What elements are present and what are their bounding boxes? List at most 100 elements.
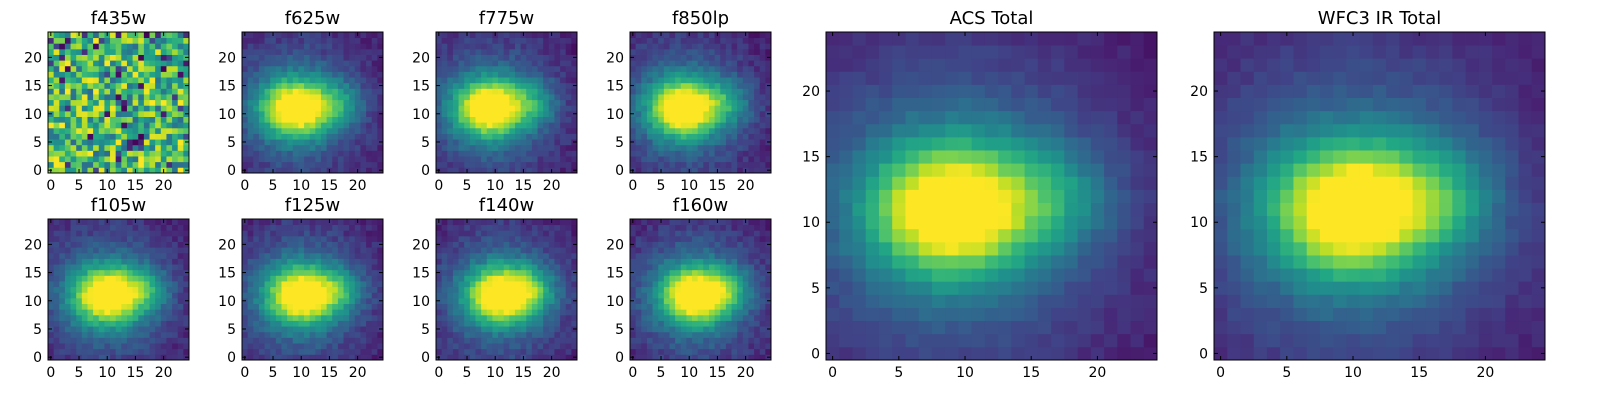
heatmap-cell	[371, 43, 378, 50]
heatmap-cell	[492, 133, 499, 140]
heatmap-cell	[70, 314, 77, 321]
heatmap-cell	[337, 314, 344, 321]
heatmap-cell	[531, 139, 538, 146]
heatmap-cell	[565, 65, 572, 72]
heatmap-cell	[298, 43, 305, 50]
heatmap-cell	[76, 122, 83, 129]
heatmap-cell	[309, 281, 316, 288]
heatmap-cell	[737, 77, 744, 84]
y-tick-label: 15	[24, 266, 42, 282]
heatmap-cell	[520, 247, 527, 254]
heatmap-cell	[498, 77, 505, 84]
heatmap-cell	[242, 116, 249, 123]
heatmap-cell	[115, 219, 122, 226]
heatmap-cell	[183, 122, 190, 129]
heatmap-cell	[748, 354, 755, 361]
heatmap-cell	[87, 297, 94, 304]
heatmap-cell	[646, 32, 653, 39]
heatmap-cell	[121, 348, 128, 355]
heatmap-cell	[166, 247, 173, 254]
heatmap-cell	[281, 43, 288, 50]
heatmap-cell	[53, 133, 60, 140]
heatmap-cell	[759, 286, 766, 293]
heatmap-cell	[565, 32, 572, 39]
heatmap-cell	[725, 286, 732, 293]
heatmap-cell	[486, 105, 493, 112]
heatmap-cell	[98, 331, 105, 338]
heatmap-cell	[270, 331, 277, 338]
heatmap-cell	[258, 167, 265, 174]
heatmap-cell	[475, 122, 482, 129]
heatmap-cell	[275, 150, 282, 157]
heatmap-cell	[138, 37, 145, 44]
heatmap-cell	[720, 326, 727, 333]
heatmap-cell	[155, 309, 162, 316]
heatmap-cell	[166, 88, 173, 95]
heatmap-cell	[81, 224, 88, 231]
heatmap-cell	[492, 77, 499, 84]
heatmap-cell	[481, 122, 488, 129]
heatmap-cell	[554, 309, 561, 316]
heatmap-cell	[737, 281, 744, 288]
heatmap-cell	[475, 60, 482, 67]
heatmap-cell	[59, 94, 66, 101]
heatmap-cell	[646, 139, 653, 146]
heatmap-cell	[571, 43, 578, 50]
heatmap-cell	[686, 37, 693, 44]
heatmap-cell	[554, 156, 561, 163]
heatmap-cell	[121, 32, 128, 39]
heatmap-cell	[692, 292, 699, 299]
heatmap-cell	[630, 292, 637, 299]
heatmap-cell	[742, 343, 749, 350]
heatmap-cell	[652, 133, 659, 140]
heatmap-cell	[270, 116, 277, 123]
heatmap-cell	[509, 309, 516, 316]
heatmap-cell	[138, 258, 145, 265]
heatmap-cell	[264, 32, 271, 39]
heatmap-cell	[498, 314, 505, 321]
heatmap-cell	[720, 99, 727, 106]
heatmap-cell	[441, 264, 448, 271]
heatmap-cell	[326, 297, 333, 304]
heatmap-cell	[458, 32, 465, 39]
heatmap-cell	[481, 258, 488, 265]
heatmap-cell	[115, 224, 122, 231]
heatmap-cell	[481, 314, 488, 321]
heatmap-cell	[332, 354, 339, 361]
heatmap-cell	[104, 94, 111, 101]
heatmap-cell	[70, 94, 77, 101]
heatmap-cell	[110, 331, 117, 338]
heatmap-cell	[172, 286, 179, 293]
heatmap-cell	[703, 110, 710, 117]
heatmap-cell	[270, 133, 277, 140]
heatmap-cell	[646, 122, 653, 129]
heatmap-cell	[343, 94, 350, 101]
heatmap-cell	[680, 110, 687, 117]
heatmap-cell	[326, 133, 333, 140]
heatmap-cell	[703, 343, 710, 350]
heatmap-cell	[270, 258, 277, 265]
heatmap-cell	[121, 161, 128, 168]
heatmap-cell	[754, 150, 761, 157]
heatmap-cell	[258, 309, 265, 316]
heatmap-cell	[76, 281, 83, 288]
heatmap-cell	[725, 77, 732, 84]
heatmap-cell	[675, 43, 682, 50]
heatmap-cell	[366, 286, 373, 293]
heatmap-cell	[104, 139, 111, 146]
heatmap-cell	[143, 43, 150, 50]
heatmap-cell	[104, 224, 111, 231]
heatmap-cell	[70, 247, 77, 254]
heatmap-cell	[543, 77, 550, 84]
heatmap-cell	[53, 144, 60, 151]
heatmap-cell	[275, 144, 282, 151]
heatmap-cell	[481, 54, 488, 61]
heatmap-cell	[708, 37, 715, 44]
heatmap-cell	[292, 281, 299, 288]
heatmap-cell	[754, 343, 761, 350]
heatmap-cell	[754, 309, 761, 316]
heatmap-cell	[366, 94, 373, 101]
heatmap-cell	[155, 269, 162, 276]
heatmap-cell	[526, 354, 533, 361]
heatmap-cell	[377, 133, 384, 140]
